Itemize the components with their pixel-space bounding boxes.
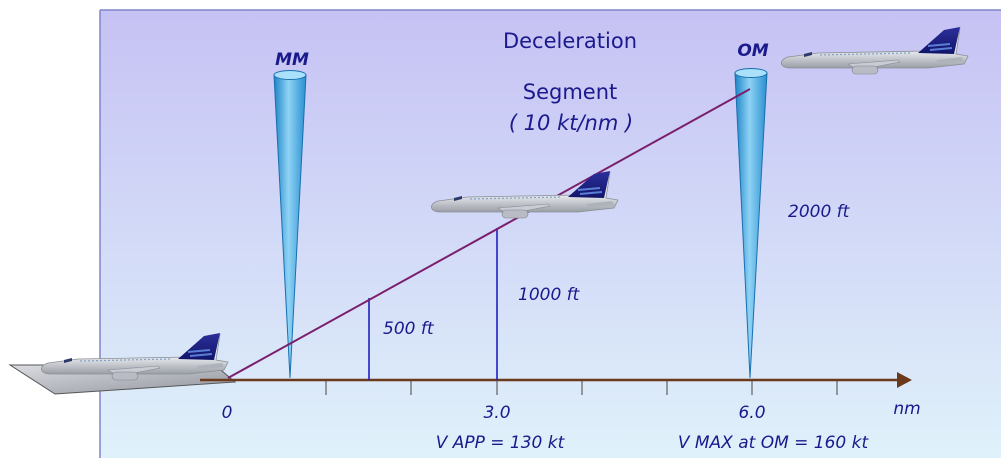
deceleration-title-line2: Segment <box>523 80 618 104</box>
mm-label: MM <box>275 50 309 70</box>
height-label-2000: 2000 ft <box>788 202 851 222</box>
outer-marker-cone <box>734 68 768 379</box>
axis-tick-label-6: 6.0 <box>738 403 765 423</box>
axis-tick-label-0: 0 <box>222 403 233 423</box>
deceleration-title-line1: Deceleration <box>503 29 637 53</box>
axis-tick-label-3: 3.0 <box>483 403 510 423</box>
deceleration-rate-label: ( 10 kt/nm ) <box>509 111 633 135</box>
height-label-500: 500 ft <box>383 319 435 339</box>
height-label-1000: 1000 ft <box>518 285 581 305</box>
middle-marker-cone <box>273 70 307 379</box>
v-app-label: V APP = 130 kt <box>436 433 566 453</box>
distance-axis <box>200 372 912 395</box>
v-max-label: V MAX at OM = 160 kt <box>678 433 870 453</box>
om-label: OM <box>737 41 768 61</box>
glide-path-line <box>227 88 751 379</box>
diagram-background <box>100 10 1001 458</box>
axis-unit-label: nm <box>893 399 920 419</box>
